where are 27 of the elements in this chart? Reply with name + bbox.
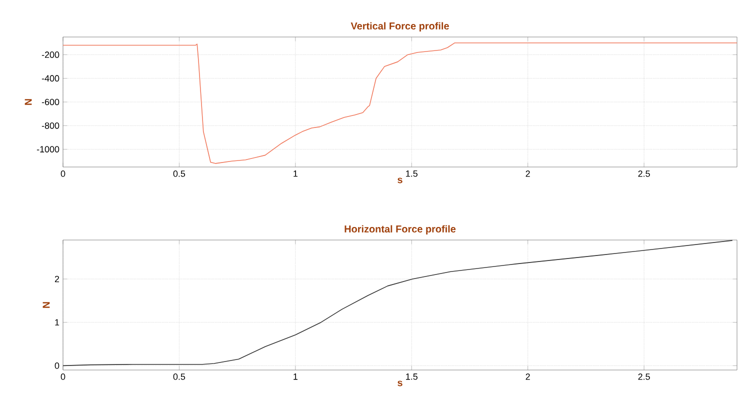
x-tick-label: 2 bbox=[526, 374, 530, 380]
y-tick-label: -200 bbox=[42, 52, 60, 58]
y-tick-label: -1000 bbox=[36, 146, 60, 152]
line-series bbox=[63, 42, 738, 164]
y-tick-label: -800 bbox=[42, 122, 60, 129]
x-tick-label: 0.5 bbox=[173, 374, 186, 380]
x-axis-title: s bbox=[398, 380, 402, 386]
x-tick-label: 1 bbox=[294, 374, 298, 380]
x-tick-label: 1 bbox=[294, 170, 298, 177]
chart-title: Vertical Force profile bbox=[350, 22, 449, 32]
x-tick-label: 1.5 bbox=[406, 170, 418, 177]
x-axis-title: s bbox=[398, 178, 402, 184]
y-tick-label: -600 bbox=[42, 98, 60, 106]
y-tick-label: 0 bbox=[54, 362, 60, 369]
x-tick-label: 0.5 bbox=[173, 170, 186, 177]
x-tick-label: 2 bbox=[526, 170, 530, 177]
x-tick-label: 0 bbox=[60, 170, 66, 177]
x-tick-label: 0 bbox=[60, 374, 66, 380]
y-tick-label: 2 bbox=[54, 276, 60, 282]
y-axis-title: N bbox=[24, 99, 32, 105]
y-axis-title: N bbox=[42, 302, 50, 308]
y-tick-label: -400 bbox=[42, 75, 60, 82]
x-tick-label: 2.5 bbox=[638, 374, 650, 380]
x-tick-label: 1.5 bbox=[406, 374, 418, 380]
y-tick-label: 1 bbox=[55, 319, 60, 326]
x-tick-label: 2.5 bbox=[638, 170, 650, 177]
chart-title: Horizontal Force profile bbox=[344, 225, 456, 234]
